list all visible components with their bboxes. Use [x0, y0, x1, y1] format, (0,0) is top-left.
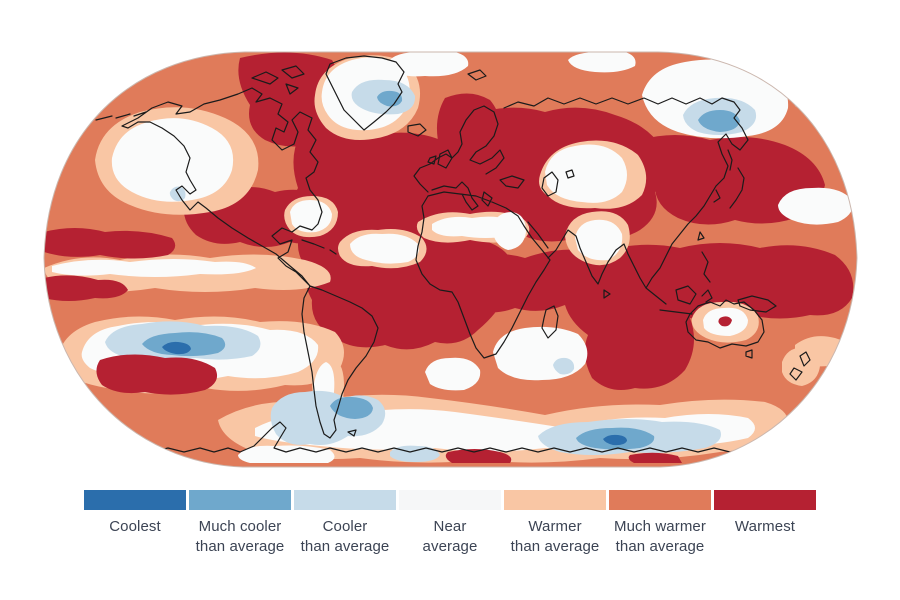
legend-label-line2: than average: [510, 538, 600, 555]
legend-item-warmer: Warmer than average: [504, 490, 606, 557]
legend-swatch-cooler: [294, 490, 396, 510]
legend-swatch-warmest: [714, 490, 816, 510]
legend-label-much-warmer: Much warmer than average: [609, 517, 711, 557]
legend-item-near-average: Near average: [399, 490, 501, 557]
legend-swatch-warmer: [504, 490, 606, 510]
legend-item-warmest: Warmest: [714, 490, 816, 557]
legend-label-much-cooler: Much cooler than average: [189, 517, 291, 557]
projection-outline: [43, 51, 858, 468]
legend-label-line2: than average: [300, 538, 390, 555]
legend-label-near-average: Near average: [399, 517, 501, 557]
legend-swatch-coolest: [84, 490, 186, 510]
legend-label-line1: Cooler: [322, 518, 368, 535]
regions-near-average: [52, 52, 853, 463]
legend-label-line1: Near: [433, 518, 467, 535]
legend-swatch-much-warmer: [609, 490, 711, 510]
legend-label-line1: Warmest: [734, 518, 796, 535]
legend-label-line2: than average: [615, 538, 705, 555]
legend-label-line1: Coolest: [109, 518, 161, 535]
legend-item-much-cooler: Much cooler than average: [189, 490, 291, 557]
legend: Coolest Much cooler than average Cooler …: [84, 490, 817, 557]
legend-label-warmest: Warmest: [714, 517, 816, 537]
coastlines: [95, 55, 811, 453]
legend-label-line2: than average: [195, 538, 285, 555]
legend-label-line1: Warmer: [528, 518, 582, 535]
legend-item-cooler: Cooler than average: [294, 490, 396, 557]
legend-swatch-near-average: [399, 490, 501, 510]
legend-label-cooler: Cooler than average: [294, 517, 396, 557]
legend-swatch-much-cooler: [189, 490, 291, 510]
legend-label-warmer: Warmer than average: [504, 517, 606, 557]
legend-item-coolest: Coolest: [84, 490, 186, 557]
legend-label-line1: Much cooler: [198, 518, 282, 535]
legend-label-line1: Much warmer: [614, 518, 706, 535]
legend-label-line2: average: [422, 538, 478, 555]
legend-label-coolest: Coolest: [84, 517, 186, 537]
legend-item-much-warmer: Much warmer than average: [609, 490, 711, 557]
